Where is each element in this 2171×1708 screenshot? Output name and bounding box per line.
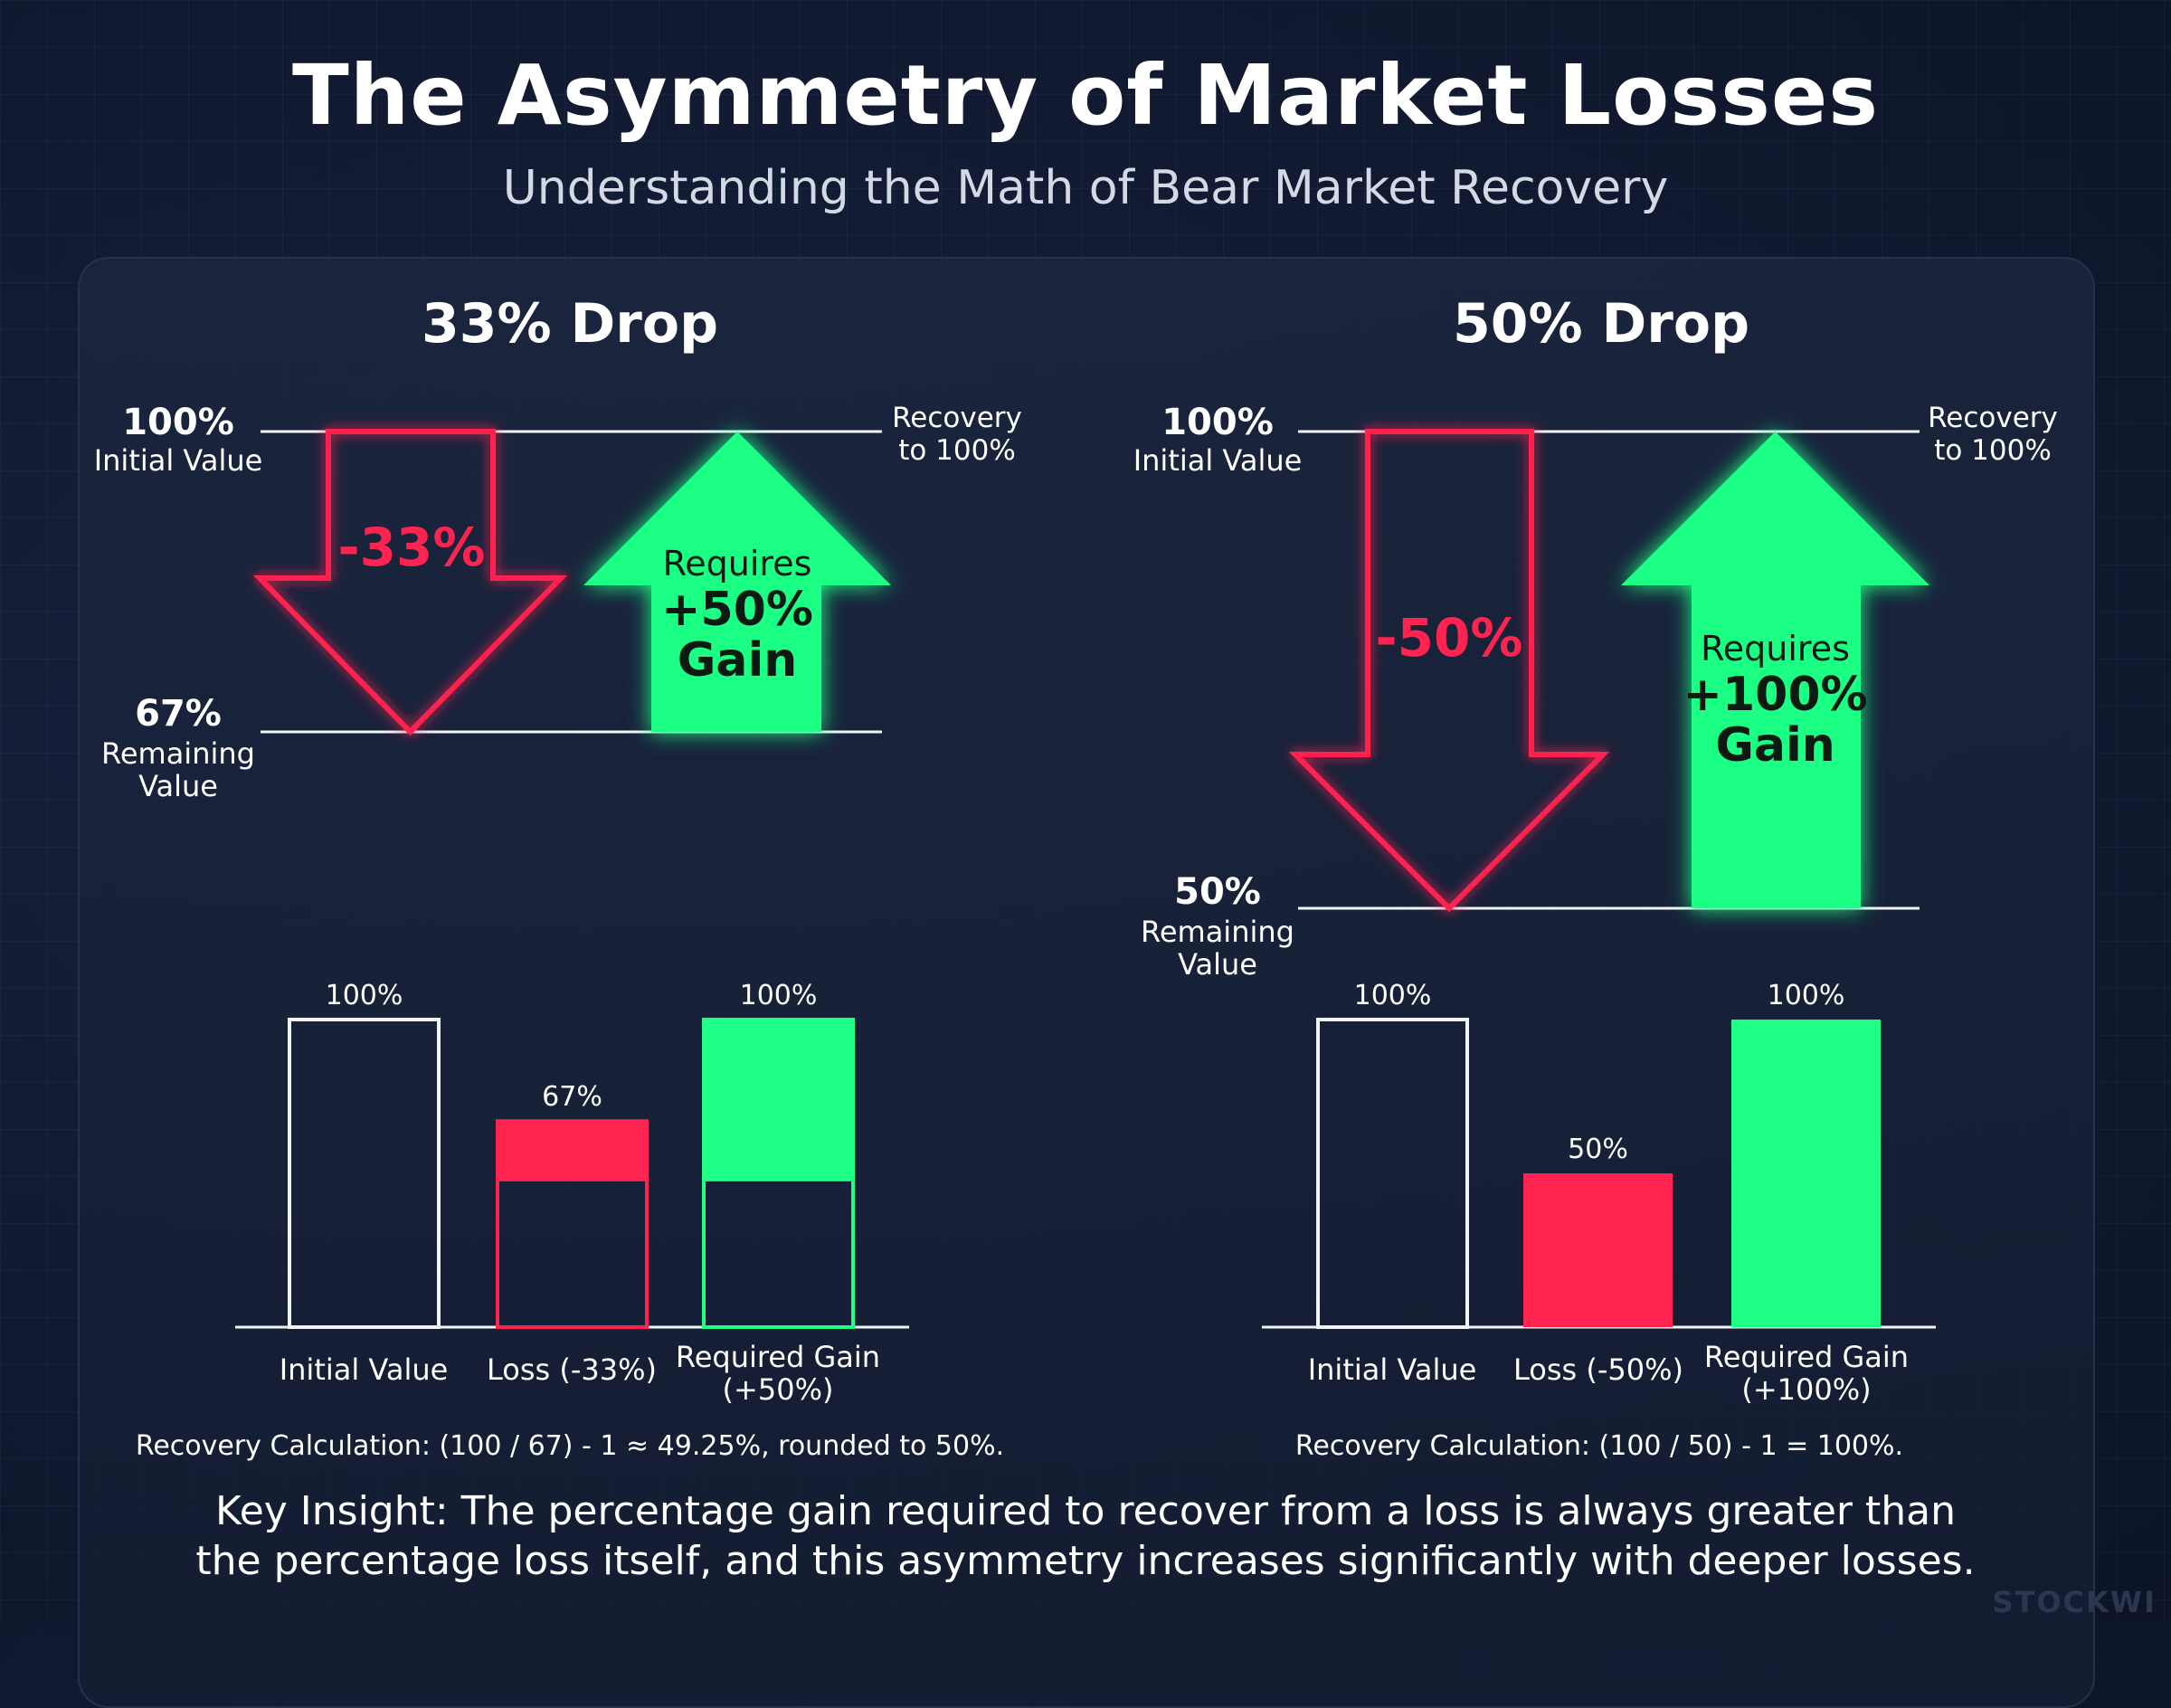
- bar-loss: [1523, 1173, 1673, 1327]
- bar-value-label: 67%: [542, 1081, 602, 1113]
- recovery-label: to 100%: [1934, 434, 2052, 467]
- top-value-label: 100%: [1161, 402, 1274, 443]
- loss-down-arrow: [1288, 429, 1610, 913]
- bottom-caption-label: Value: [1178, 947, 1257, 982]
- recovery-calculation-note: Recovery Calculation: (100 / 50) - 1 = 1…: [1295, 1430, 1903, 1462]
- gain-word-label: Gain: [678, 633, 798, 688]
- gain-requires-label: Requires: [1701, 629, 1850, 669]
- bottom-caption-label: Value: [138, 769, 218, 803]
- bar-category-label: (+50%): [723, 1372, 834, 1407]
- bar-category-label: Initial Value: [280, 1352, 449, 1387]
- bar-initial-value: [288, 1018, 441, 1329]
- bar-category-label: (+100%): [1741, 1372, 1871, 1407]
- bar-category-label: Loss (-33%): [487, 1352, 657, 1387]
- gain-percent-label: +50%: [661, 583, 813, 637]
- recovery-label: to 100%: [898, 434, 1016, 467]
- bar-category-label: Required Gain: [676, 1340, 880, 1374]
- bar-value-label: 50%: [1568, 1134, 1628, 1165]
- bottom-value-label: 67%: [135, 693, 222, 735]
- bar-category-label: Initial Value: [1308, 1352, 1477, 1387]
- bar-value-label: 100%: [1354, 980, 1432, 1011]
- loss-down-arrow: [252, 429, 568, 736]
- bar-initial-value: [1316, 1018, 1469, 1329]
- bar-required-gain: [702, 1018, 855, 1329]
- recovery-calculation-note: Recovery Calculation: (100 / 67) - 1 ≈ 4…: [136, 1430, 1004, 1462]
- top-caption-label: Initial Value: [94, 443, 263, 478]
- bar-required-gain: [1731, 1020, 1881, 1327]
- watermark: STOCKWI: [1992, 1585, 2157, 1619]
- chart-title: 50% Drop: [1453, 292, 1749, 356]
- gain-up-arrow: [583, 432, 891, 732]
- recovery-label: Recovery: [892, 402, 1022, 434]
- top-value-label: 100%: [122, 402, 234, 443]
- bar-category-label: Required Gain: [1704, 1340, 1909, 1374]
- gain-percent-label: +100%: [1683, 668, 1867, 722]
- top-caption-label: Initial Value: [1133, 443, 1303, 478]
- bar-value-label: 100%: [326, 980, 403, 1011]
- gain-up-arrow: [1621, 432, 1929, 908]
- bar-value-label: 100%: [740, 980, 818, 1011]
- bar-value-label: 100%: [1768, 980, 1845, 1011]
- gain-requires-label: Requires: [663, 544, 812, 584]
- bottom-caption-label: Remaining: [101, 736, 255, 771]
- bar-loss-fill: [498, 1121, 647, 1181]
- chart-title: 33% Drop: [422, 292, 718, 356]
- drop-percent-label: -33%: [338, 517, 486, 578]
- drop-percent-label: -50%: [1376, 607, 1523, 669]
- page-subtitle: Understanding the Math of Bear Market Re…: [502, 161, 1669, 215]
- recovery-label: Recovery: [1928, 402, 2058, 434]
- bottom-caption-label: Remaining: [1141, 915, 1294, 949]
- bar-gain-fill: [704, 1020, 853, 1181]
- gain-word-label: Gain: [1715, 718, 1835, 773]
- bar-category-label: Loss (-50%): [1513, 1352, 1683, 1387]
- key-insight-text: Key Insight: The percentage gain require…: [195, 1488, 1976, 1584]
- bottom-value-label: 50%: [1174, 871, 1261, 913]
- bar-loss: [496, 1119, 649, 1329]
- page-title: The Asymmetry of Market Losses: [292, 47, 1879, 144]
